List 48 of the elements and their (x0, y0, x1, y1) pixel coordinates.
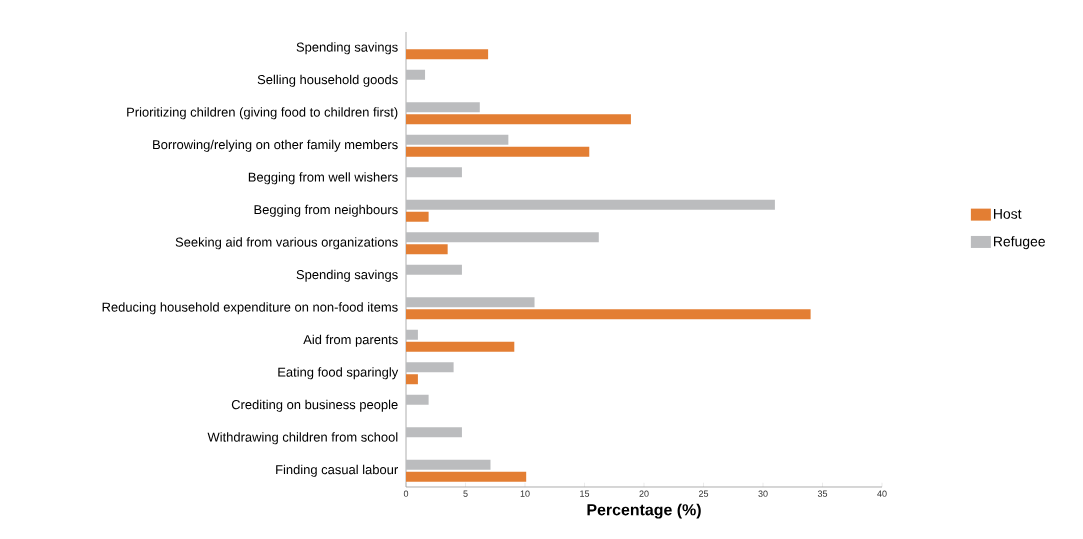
y-tick-label: Seeking aid from various organizations (175, 237, 398, 250)
y-tick-label: Finding casual labour (276, 464, 398, 477)
y-tick-label: Aid from parents (303, 334, 398, 347)
bar (406, 309, 811, 320)
y-tick-label: Borrowing/relying on other family members (153, 139, 398, 152)
bar (406, 329, 418, 340)
bar (406, 211, 429, 222)
y-tick-label: Crediting on business people (231, 399, 398, 412)
bar (406, 394, 429, 405)
y-tick-label: Selling household goods (257, 74, 398, 87)
y-tick-label: Spending savings (296, 269, 398, 282)
x-tick-label: 30 (758, 490, 768, 497)
bar (406, 102, 480, 113)
bar (406, 427, 462, 438)
x-tick-label: 35 (817, 490, 828, 497)
x-axis-title: Percentage (%) (587, 503, 701, 519)
x-tick-label: 25 (698, 490, 709, 497)
bar (406, 341, 515, 352)
bar (406, 167, 462, 178)
y-tick-label: Withdrawing children from school (207, 432, 398, 445)
y-tick-label: Eating food sparingly (278, 367, 399, 380)
bar (406, 49, 489, 60)
bar (406, 362, 454, 373)
bar (406, 471, 527, 482)
legend-label: Refugee (994, 236, 1045, 250)
bar (406, 244, 448, 255)
bar (406, 264, 462, 275)
x-tick-label: 40 (877, 490, 887, 497)
y-tick-label: Reducing household expenditure on non-food items (102, 302, 398, 315)
y-tick-label: Spending savings (296, 42, 398, 55)
bar (406, 374, 418, 385)
bar (406, 134, 509, 145)
bar (406, 199, 775, 210)
y-tick-label: Begging from neighbours (254, 204, 398, 217)
bar (406, 69, 426, 80)
bar (406, 297, 535, 308)
bar (406, 114, 631, 125)
y-tick-label: Prioritizing children (giving food to children first) (127, 107, 398, 120)
bar (406, 146, 590, 157)
bar (406, 232, 599, 243)
x-tick-label: 5 (463, 490, 468, 497)
y-tick-label: Begging from well wishers (248, 172, 398, 185)
x-tick-label: 15 (580, 490, 590, 497)
legend-label: Host (994, 209, 1022, 219)
x-tick-label: 0 (403, 490, 409, 497)
bar (406, 459, 491, 470)
x-tick-label: 20 (639, 490, 649, 497)
x-tick-label: 10 (520, 490, 530, 497)
